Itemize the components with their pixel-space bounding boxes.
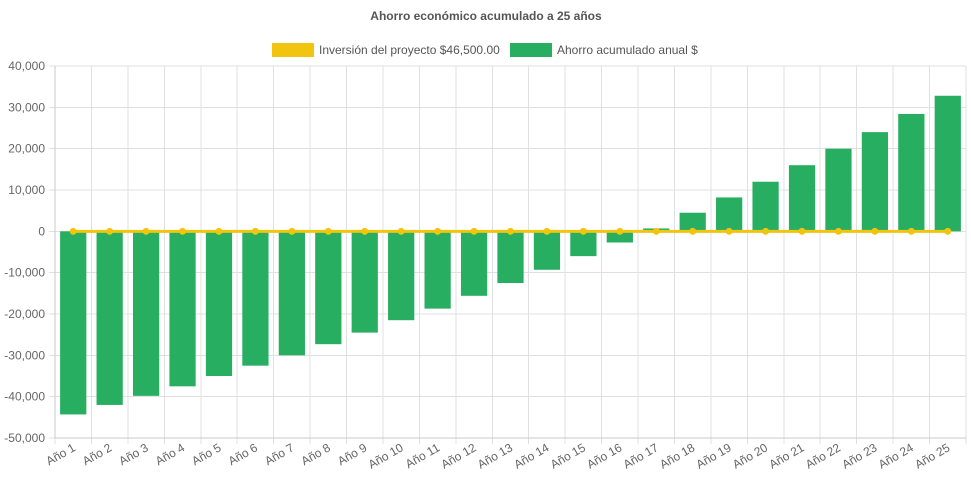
- x-tick-label: Año 22: [803, 440, 843, 471]
- investment-point[interactable]: [616, 227, 624, 235]
- x-tick-label: Año 10: [366, 440, 406, 471]
- investment-point[interactable]: [470, 227, 478, 235]
- x-tick-label: Año 6: [226, 440, 260, 468]
- x-tick-label: Año 21: [767, 440, 807, 471]
- x-tick-label: Año 1: [44, 440, 78, 468]
- investment-point[interactable]: [834, 227, 842, 235]
- savings-bar[interactable]: [424, 231, 451, 309]
- savings-bar[interactable]: [497, 231, 524, 283]
- y-tick-label: -30,000: [4, 348, 45, 362]
- x-tick-label: Año 5: [189, 440, 223, 468]
- legend[interactable]: Inversión del proyecto $46,500.00 Ahorro…: [272, 43, 698, 57]
- x-tick-label: Año 14: [511, 440, 551, 471]
- savings-bar[interactable]: [861, 132, 889, 232]
- x-tick-label: Año 13: [475, 440, 515, 471]
- savings-bar[interactable]: [934, 95, 961, 232]
- investment-point[interactable]: [142, 227, 150, 235]
- x-tick-label: Año 4: [153, 440, 187, 468]
- x-tick-label: Año 17: [621, 440, 661, 471]
- x-tick-label: Año 12: [439, 440, 479, 471]
- investment-point[interactable]: [871, 227, 879, 235]
- legend-swatch-investment: [272, 43, 314, 57]
- chart-title: Ahorro económico acumulado a 25 años: [370, 9, 602, 23]
- savings-bar[interactable]: [716, 197, 743, 232]
- savings-bar[interactable]: [242, 231, 269, 366]
- investment-point[interactable]: [324, 227, 332, 235]
- y-tick-label: 20,000: [8, 142, 45, 156]
- x-tick-label: Año 20: [730, 440, 770, 471]
- y-tick-label: 0: [38, 224, 45, 238]
- x-tick-label: Año 9: [335, 440, 369, 468]
- investment-point[interactable]: [215, 227, 223, 235]
- investment-point[interactable]: [725, 227, 733, 235]
- y-tick-label: -40,000: [4, 390, 45, 404]
- savings-bar[interactable]: [169, 231, 196, 387]
- savings-bar[interactable]: [315, 231, 342, 345]
- investment-point[interactable]: [69, 227, 77, 235]
- x-tick-label: Año 24: [876, 440, 916, 471]
- investment-point[interactable]: [106, 227, 114, 235]
- investment-point[interactable]: [434, 227, 442, 235]
- investment-line: [69, 227, 952, 235]
- investment-point[interactable]: [762, 227, 770, 235]
- investment-point[interactable]: [798, 227, 806, 235]
- y-tick-label: 10,000: [8, 183, 45, 197]
- savings-bar[interactable]: [460, 231, 488, 296]
- x-tick-label: Año 25: [912, 440, 952, 471]
- legend-swatch-savings: [510, 43, 552, 57]
- savings-bar[interactable]: [788, 165, 816, 232]
- y-tick-label: -50,000: [4, 431, 45, 445]
- x-axis-ticks: Año 1 Año 2 Año 3 Año 4 Año 5 Año 6 Año 7 Año 8…: [44, 440, 953, 471]
- y-tick-label: 40,000: [8, 59, 45, 73]
- savings-bar[interactable]: [278, 231, 305, 356]
- savings-bar[interactable]: [752, 181, 779, 232]
- y-tick-label: -20,000: [4, 307, 45, 321]
- y-tick-label: -10,000: [4, 266, 45, 280]
- savings-bar[interactable]: [60, 231, 87, 415]
- investment-point[interactable]: [288, 227, 296, 235]
- savings-bar[interactable]: [898, 113, 925, 232]
- investment-point[interactable]: [652, 227, 660, 235]
- savings-bar[interactable]: [96, 231, 123, 405]
- x-tick-label: Año 11: [403, 440, 442, 471]
- x-tick-label: Año 16: [584, 440, 624, 471]
- savings-bar[interactable]: [679, 212, 706, 232]
- investment-point[interactable]: [251, 227, 259, 235]
- savings-bar[interactable]: [351, 231, 378, 333]
- legend-item-savings[interactable]: Ahorro acumulado anual $: [510, 43, 698, 57]
- investment-point[interactable]: [689, 227, 697, 235]
- savings-bar[interactable]: [570, 231, 597, 257]
- legend-label-savings: Ahorro acumulado anual $: [557, 43, 698, 57]
- y-axis-ticks: 40,000 30,000 20,000 10,000 0 -10,000 -20,000 -…: [4, 59, 45, 445]
- x-tick-label: Año 3: [116, 440, 150, 468]
- x-tick-label: Año 7: [262, 440, 296, 468]
- x-tick-label: Año 2: [80, 440, 114, 468]
- x-tick-label: Año 18: [657, 440, 697, 471]
- legend-label-investment: Inversión del proyecto $46,500.00: [319, 43, 500, 57]
- savings-bars: [60, 95, 961, 415]
- investment-point[interactable]: [397, 227, 405, 235]
- x-tick-label: Año 8: [299, 440, 333, 468]
- y-tick-label: 30,000: [8, 100, 45, 114]
- investment-point[interactable]: [507, 227, 514, 235]
- investment-point[interactable]: [944, 227, 952, 235]
- savings-bar[interactable]: [606, 231, 633, 243]
- investment-point[interactable]: [907, 227, 915, 235]
- gridlines: [49, 65, 967, 444]
- x-tick-label: Año 15: [548, 440, 588, 471]
- savings-bar[interactable]: [388, 231, 415, 321]
- investment-point[interactable]: [179, 227, 187, 235]
- legend-item-investment[interactable]: Inversión del proyecto $46,500.00: [272, 43, 500, 57]
- x-tick-label: Año 19: [694, 440, 734, 471]
- savings-bar[interactable]: [533, 231, 561, 270]
- x-tick-label: Año 23: [839, 440, 879, 471]
- savings-bar[interactable]: [205, 231, 233, 376]
- investment-point[interactable]: [543, 227, 551, 235]
- savings-bar[interactable]: [825, 148, 852, 232]
- investment-point[interactable]: [361, 227, 369, 235]
- investment-point[interactable]: [579, 227, 587, 235]
- savings-bar[interactable]: [132, 231, 160, 396]
